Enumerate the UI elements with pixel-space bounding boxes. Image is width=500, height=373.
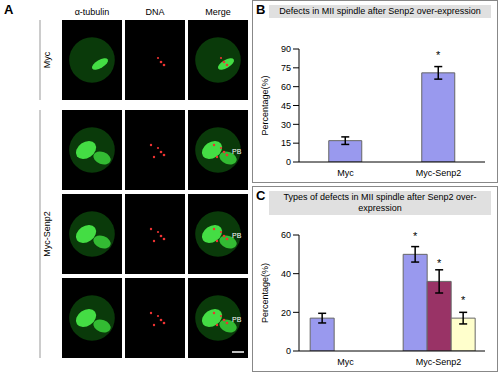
svg-text:40: 40	[281, 269, 291, 279]
html-text:Types of defects in MII spindl: Types of defects in MII spindle after Se…	[283, 192, 477, 213]
svg-text:30: 30	[281, 120, 291, 130]
svg-text:45: 45	[281, 101, 291, 111]
svg-text:Percentage(%): Percentage(%)	[260, 263, 270, 323]
svg-text:*: *	[461, 294, 466, 306]
svg-text:60: 60	[281, 82, 291, 92]
svg-text:Myc: Myc	[42, 51, 52, 68]
svg-text:DNA: DNA	[145, 7, 164, 17]
svg-text:A: A	[8, 2, 14, 17]
svg-text:Myc-Senp2: Myc-Senp2	[42, 211, 52, 257]
svg-text:Myc-Senp2: Myc-Senp2	[416, 168, 462, 178]
svg-text:Myc: Myc	[337, 168, 354, 178]
svg-text:Merge: Merge	[205, 7, 231, 17]
html-text:B: B	[256, 2, 266, 17]
svg-text:0: 0	[286, 157, 291, 167]
svg-text:Percentage(%): Percentage(%)	[260, 75, 270, 135]
svg-text:90: 90	[281, 44, 291, 54]
svg-text:20: 20	[281, 308, 291, 318]
svg-text:PB: PB	[232, 232, 242, 239]
svg-text:0: 0	[286, 346, 291, 356]
svg-text:PB: PB	[232, 148, 242, 155]
svg-text:Myc: Myc	[337, 357, 354, 367]
html-text:C: C	[256, 188, 266, 203]
svg-text:PB: PB	[232, 316, 242, 323]
svg-text:60: 60	[281, 230, 291, 240]
svg-text:*: *	[437, 257, 442, 269]
html-text:Defects in MII spindle after S: Defects in MII spindle after Senp2 over-…	[279, 6, 481, 16]
svg-text:15: 15	[281, 138, 291, 148]
svg-text:75: 75	[281, 63, 291, 73]
svg-text:*: *	[413, 230, 418, 242]
svg-text:*: *	[436, 49, 441, 61]
svg-text:Myc-Senp2: Myc-Senp2	[416, 357, 462, 367]
svg-text:α-tubulin: α-tubulin	[75, 7, 110, 17]
